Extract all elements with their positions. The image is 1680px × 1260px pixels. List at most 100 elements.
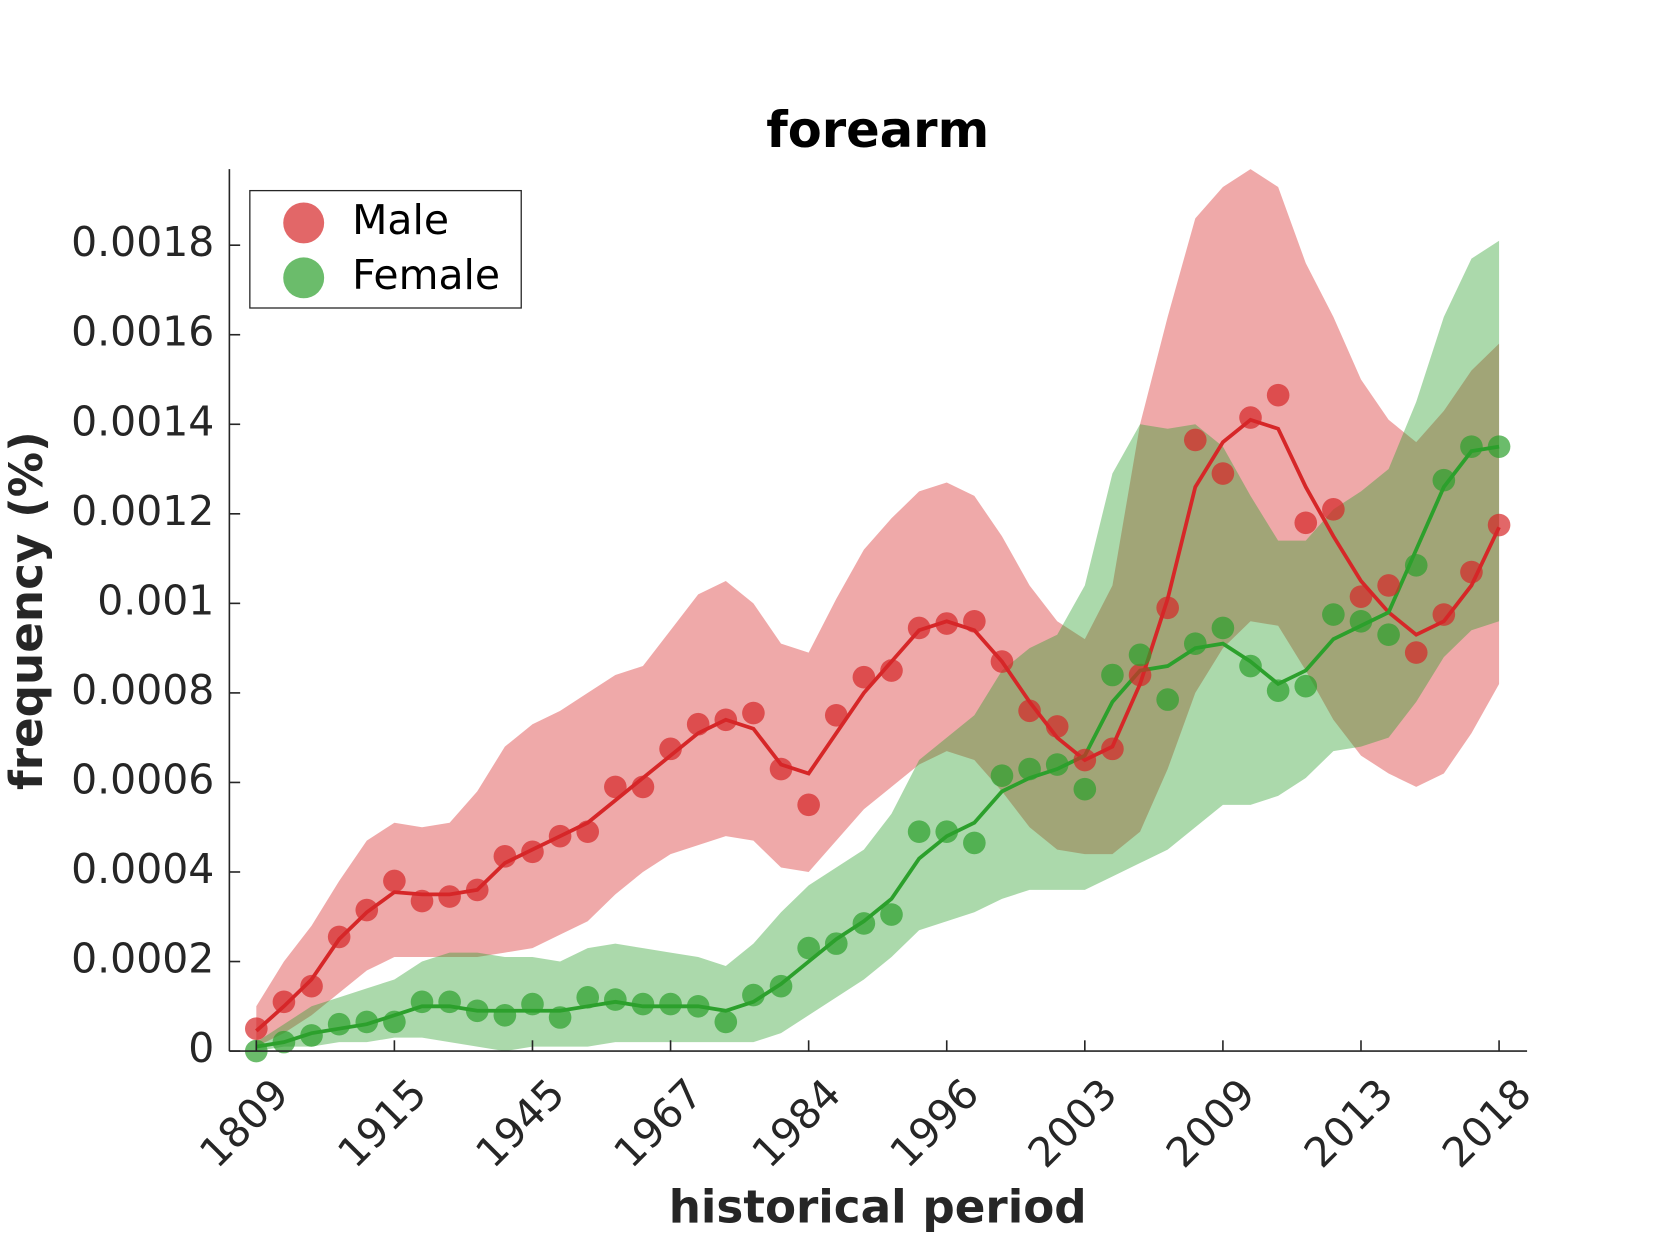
data-point xyxy=(548,1006,572,1029)
legend-label: Female xyxy=(352,251,500,299)
data-point xyxy=(1073,748,1097,772)
y-tick-label: 0.0014 xyxy=(71,397,214,445)
data-point xyxy=(548,824,572,848)
data-point xyxy=(1211,462,1235,485)
data-point xyxy=(1211,616,1235,640)
data-point xyxy=(272,990,296,1014)
y-tick-label: 0.0006 xyxy=(71,755,214,803)
data-point xyxy=(604,988,627,1011)
data-point xyxy=(1073,777,1097,801)
data-point xyxy=(410,990,434,1014)
data-point xyxy=(1404,553,1428,577)
data-point xyxy=(1018,699,1041,723)
data-point xyxy=(1322,498,1345,521)
data-point xyxy=(1432,468,1456,492)
data-point xyxy=(465,878,489,902)
y-tick-label: 0.0008 xyxy=(71,666,214,714)
data-point xyxy=(659,992,682,1016)
data-point xyxy=(1156,688,1179,711)
legend-marker xyxy=(283,257,325,299)
dots xyxy=(245,383,1511,1063)
legend-marker xyxy=(283,202,325,244)
x-tick-label: 1809 xyxy=(190,1069,298,1177)
data-point xyxy=(769,974,793,998)
x-tick-label: 1984 xyxy=(743,1069,851,1177)
data-point xyxy=(1239,654,1262,678)
data-point xyxy=(1045,715,1069,738)
data-point xyxy=(355,1010,379,1034)
data-point xyxy=(852,665,876,689)
data-point xyxy=(907,616,931,640)
data-point xyxy=(438,885,461,908)
data-point xyxy=(852,912,876,935)
data-point xyxy=(742,983,765,1007)
x-tick-label: 2003 xyxy=(1019,1069,1127,1177)
data-point xyxy=(1294,674,1318,698)
y-tick-label: 0.0002 xyxy=(71,935,214,983)
chart-title: forearm xyxy=(766,101,989,159)
data-point xyxy=(1239,406,1262,429)
data-point xyxy=(659,737,682,761)
x-tick-label: 1945 xyxy=(466,1069,574,1177)
data-point xyxy=(935,612,959,635)
lines xyxy=(255,417,1501,1049)
data-point xyxy=(1266,383,1290,407)
legend: Male Female xyxy=(249,189,522,309)
data-point xyxy=(438,990,461,1014)
data-point xyxy=(1322,603,1345,626)
y-tick-label: 0.0018 xyxy=(71,218,214,266)
data-point xyxy=(272,1030,296,1054)
trend-line xyxy=(256,444,1500,1049)
data-point xyxy=(327,925,351,949)
data-point xyxy=(355,898,379,922)
data-point xyxy=(521,840,544,864)
x-tick-label: 1996 xyxy=(881,1069,989,1177)
data-point xyxy=(935,820,959,844)
data-point xyxy=(686,712,710,736)
y-tick-label: 0.0016 xyxy=(71,308,214,356)
data-point xyxy=(797,936,820,960)
data-point xyxy=(1128,663,1152,687)
data-point xyxy=(1183,428,1207,452)
legend-label: Male xyxy=(352,196,449,244)
data-point xyxy=(1294,511,1318,535)
data-point xyxy=(1045,753,1069,776)
data-point xyxy=(1349,609,1373,633)
data-point xyxy=(742,701,765,725)
data-point xyxy=(521,992,544,1016)
data-point xyxy=(1460,560,1483,584)
data-point xyxy=(907,820,931,844)
data-point xyxy=(383,869,406,893)
data-point xyxy=(1487,513,1511,537)
data-point xyxy=(797,793,820,817)
y-tick-label: 0.0012 xyxy=(71,487,214,535)
data-point xyxy=(465,999,489,1023)
data-point xyxy=(1377,574,1400,597)
y-tick-label: 0 xyxy=(188,1024,214,1072)
x-tick-label: 2009 xyxy=(1157,1069,1265,1177)
data-point xyxy=(1404,641,1428,664)
data-point xyxy=(1432,603,1456,626)
x-tick-label: 1915 xyxy=(328,1069,436,1177)
data-point xyxy=(1018,757,1041,781)
data-point xyxy=(1349,585,1373,608)
data-point xyxy=(300,1024,323,1047)
data-point xyxy=(576,986,600,1009)
data-point xyxy=(300,974,323,998)
data-point xyxy=(963,609,986,633)
data-point xyxy=(493,845,517,868)
data-point xyxy=(1266,679,1290,702)
data-point xyxy=(1128,643,1152,667)
data-point xyxy=(327,1012,351,1036)
data-point xyxy=(245,1017,268,1040)
data-point xyxy=(1101,737,1124,761)
x-tick-label: 2018 xyxy=(1433,1069,1541,1177)
y-tick-label: 0.001 xyxy=(97,576,214,624)
data-point xyxy=(1487,435,1511,458)
y-axis-label: frequency (%) xyxy=(0,431,53,790)
data-point xyxy=(990,650,1014,673)
data-point xyxy=(410,889,434,913)
data-point xyxy=(824,703,848,727)
data-point xyxy=(383,1010,406,1034)
